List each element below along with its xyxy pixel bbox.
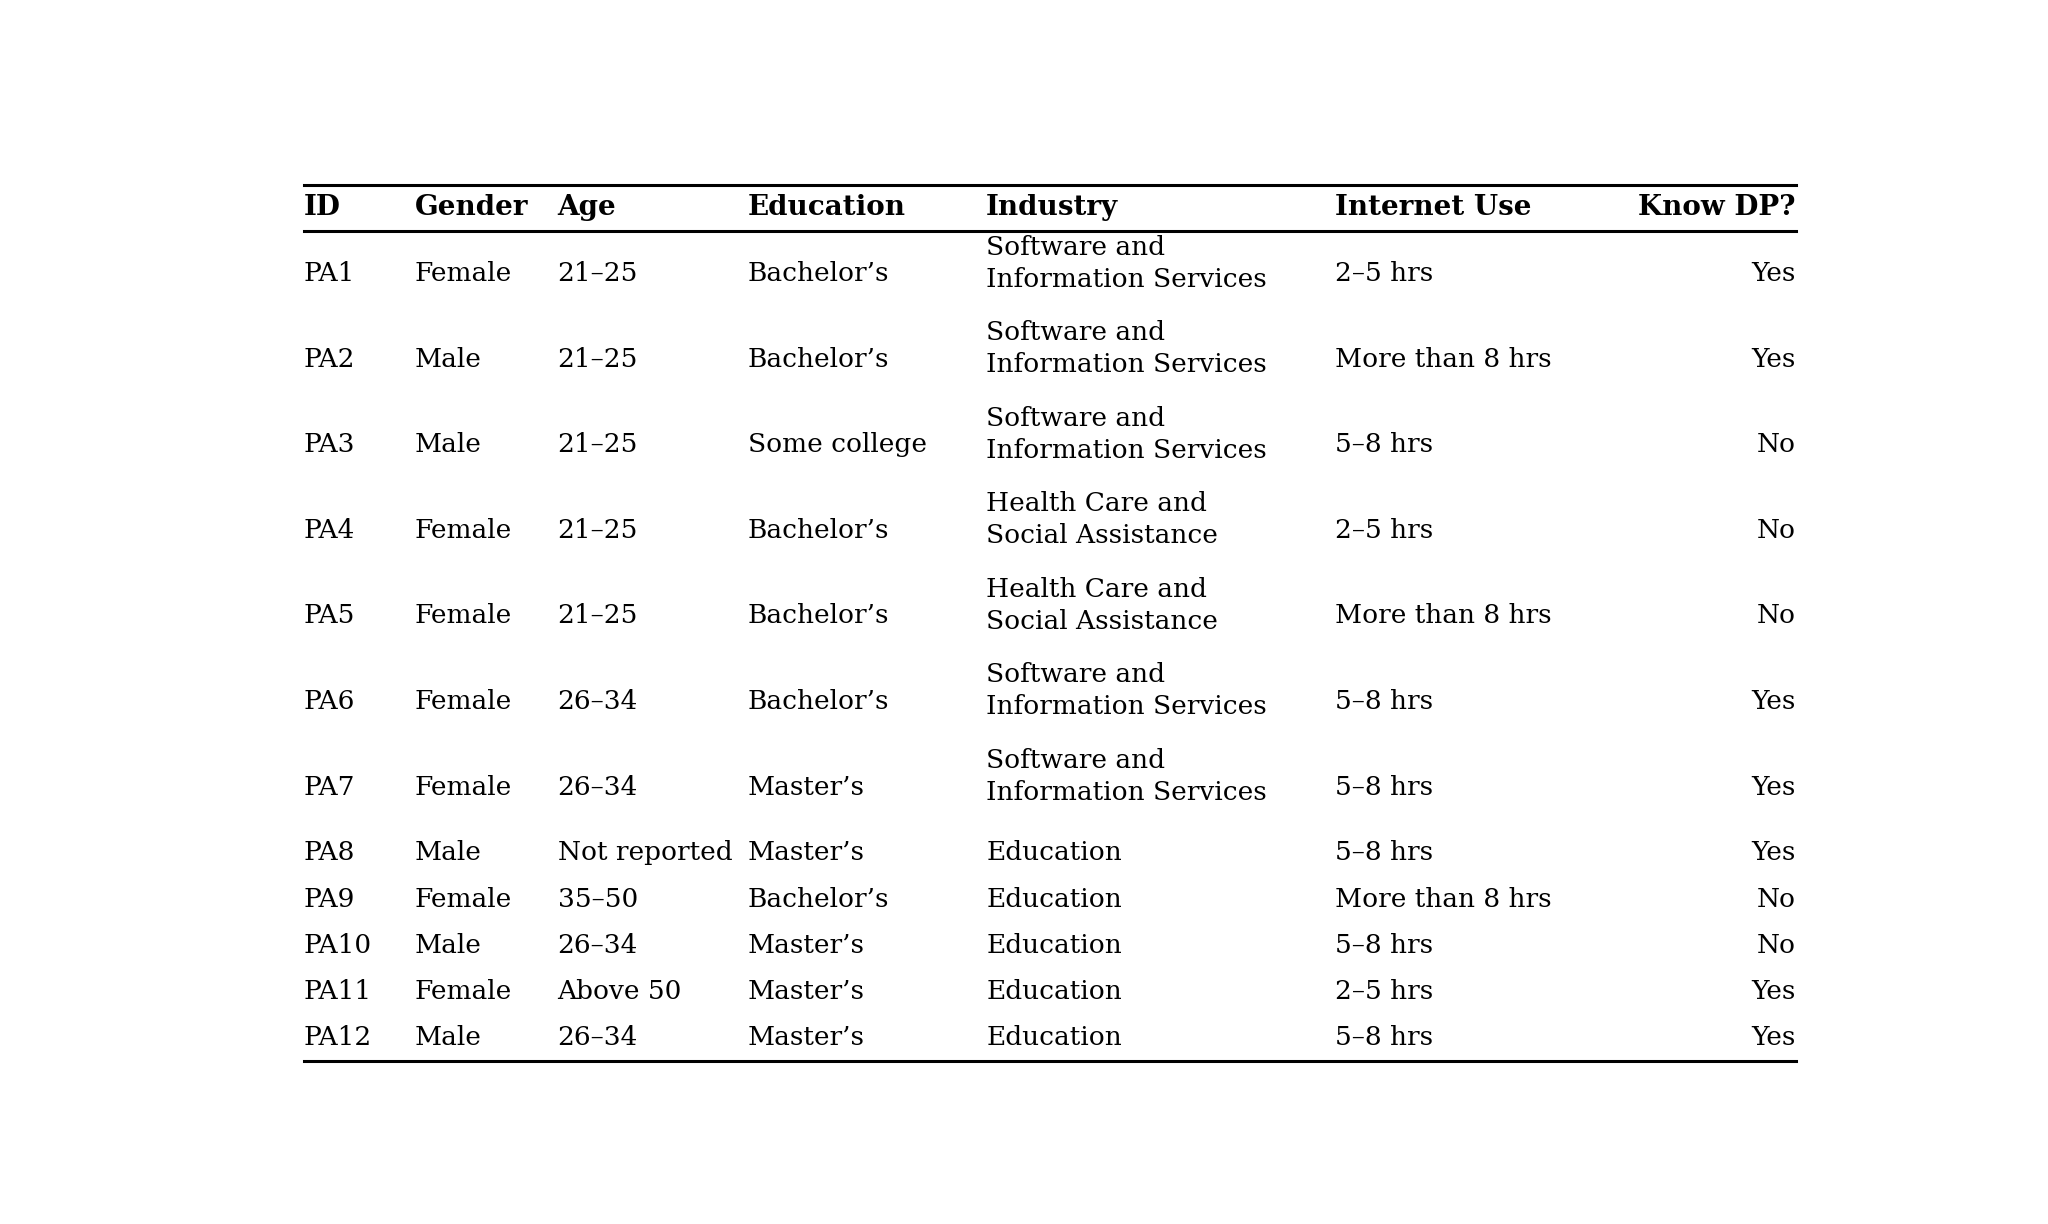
Text: 21–25: 21–25 [557,432,637,458]
Text: PA5: PA5 [303,603,354,628]
Text: 21–25: 21–25 [557,518,637,542]
Text: Yes: Yes [1751,1026,1796,1050]
Text: ID: ID [303,195,340,222]
Text: Education: Education [987,979,1122,1004]
Text: PA4: PA4 [303,518,354,542]
Text: 5–8 hrs: 5–8 hrs [1335,432,1434,458]
Text: Male: Male [414,346,481,372]
Text: PA7: PA7 [303,775,354,799]
Text: More than 8 hrs: More than 8 hrs [1335,886,1552,912]
Text: Male: Male [414,933,481,958]
Text: Bachelor’s: Bachelor’s [748,261,889,286]
Text: Software and
Information Services: Software and Information Services [987,321,1268,377]
Text: Female: Female [414,261,512,286]
Text: Male: Male [414,432,481,458]
Text: No: No [1757,886,1796,912]
Text: Bachelor’s: Bachelor’s [748,689,889,714]
Text: Internet Use: Internet Use [1335,195,1532,222]
Text: Above 50: Above 50 [557,979,682,1004]
Text: 35–50: 35–50 [557,886,637,912]
Text: Health Care and
Social Assistance: Health Care and Social Assistance [987,491,1219,548]
Text: PA3: PA3 [303,432,354,458]
Text: 26–34: 26–34 [557,775,637,799]
Text: 2–5 hrs: 2–5 hrs [1335,979,1434,1004]
Text: PA12: PA12 [303,1026,373,1050]
Text: Bachelor’s: Bachelor’s [748,886,889,912]
Text: PA9: PA9 [303,886,354,912]
Text: Master’s: Master’s [748,775,864,799]
Text: Bachelor’s: Bachelor’s [748,518,889,542]
Text: Some college: Some college [748,432,928,458]
Text: 5–8 hrs: 5–8 hrs [1335,1026,1434,1050]
Text: Yes: Yes [1751,841,1796,865]
Text: Male: Male [414,841,481,865]
Text: Bachelor’s: Bachelor’s [748,346,889,372]
Text: Age: Age [557,195,616,222]
Text: 5–8 hrs: 5–8 hrs [1335,775,1434,799]
Text: 5–8 hrs: 5–8 hrs [1335,689,1434,714]
Text: Yes: Yes [1751,346,1796,372]
Text: Education: Education [987,933,1122,958]
Text: Master’s: Master’s [748,841,864,865]
Text: Female: Female [414,775,512,799]
Text: Male: Male [414,1026,481,1050]
Text: More than 8 hrs: More than 8 hrs [1335,346,1552,372]
Text: Industry: Industry [987,195,1118,222]
Text: PA6: PA6 [303,689,354,714]
Text: Education: Education [987,886,1122,912]
Text: Yes: Yes [1751,261,1796,286]
Text: 26–34: 26–34 [557,1026,637,1050]
Text: No: No [1757,933,1796,958]
Text: Female: Female [414,886,512,912]
Text: 26–34: 26–34 [557,933,637,958]
Text: Software and
Information Services: Software and Information Services [987,748,1268,805]
Text: Education: Education [987,841,1122,865]
Text: 2–5 hrs: 2–5 hrs [1335,518,1434,542]
Text: Yes: Yes [1751,979,1796,1004]
Text: PA11: PA11 [303,979,373,1004]
Text: Software and
Information Services: Software and Information Services [987,235,1268,291]
Text: 26–34: 26–34 [557,689,637,714]
Text: Female: Female [414,518,512,542]
Text: Know DP?: Know DP? [1638,195,1796,222]
Text: No: No [1757,432,1796,458]
Text: Health Care and
Social Assistance: Health Care and Social Assistance [987,577,1219,634]
Text: PA8: PA8 [303,841,354,865]
Text: More than 8 hrs: More than 8 hrs [1335,603,1552,628]
Text: 2–5 hrs: 2–5 hrs [1335,261,1434,286]
Text: No: No [1757,603,1796,628]
Text: Female: Female [414,689,512,714]
Text: Software and
Information Services: Software and Information Services [987,405,1268,463]
Text: Software and
Information Services: Software and Information Services [987,662,1268,720]
Text: 21–25: 21–25 [557,346,637,372]
Text: Not reported: Not reported [557,841,733,865]
Text: Female: Female [414,979,512,1004]
Text: 21–25: 21–25 [557,603,637,628]
Text: PA1: PA1 [303,261,354,286]
Text: PA10: PA10 [303,933,373,958]
Text: No: No [1757,518,1796,542]
Text: 5–8 hrs: 5–8 hrs [1335,933,1434,958]
Text: Education: Education [987,1026,1122,1050]
Text: 5–8 hrs: 5–8 hrs [1335,841,1434,865]
Text: 21–25: 21–25 [557,261,637,286]
Text: Master’s: Master’s [748,979,864,1004]
Text: Yes: Yes [1751,689,1796,714]
Text: Female: Female [414,603,512,628]
Text: Bachelor’s: Bachelor’s [748,603,889,628]
Text: Master’s: Master’s [748,1026,864,1050]
Text: PA2: PA2 [303,346,354,372]
Text: Education: Education [748,195,905,222]
Text: Master’s: Master’s [748,933,864,958]
Text: Yes: Yes [1751,775,1796,799]
Text: Gender: Gender [414,195,528,222]
